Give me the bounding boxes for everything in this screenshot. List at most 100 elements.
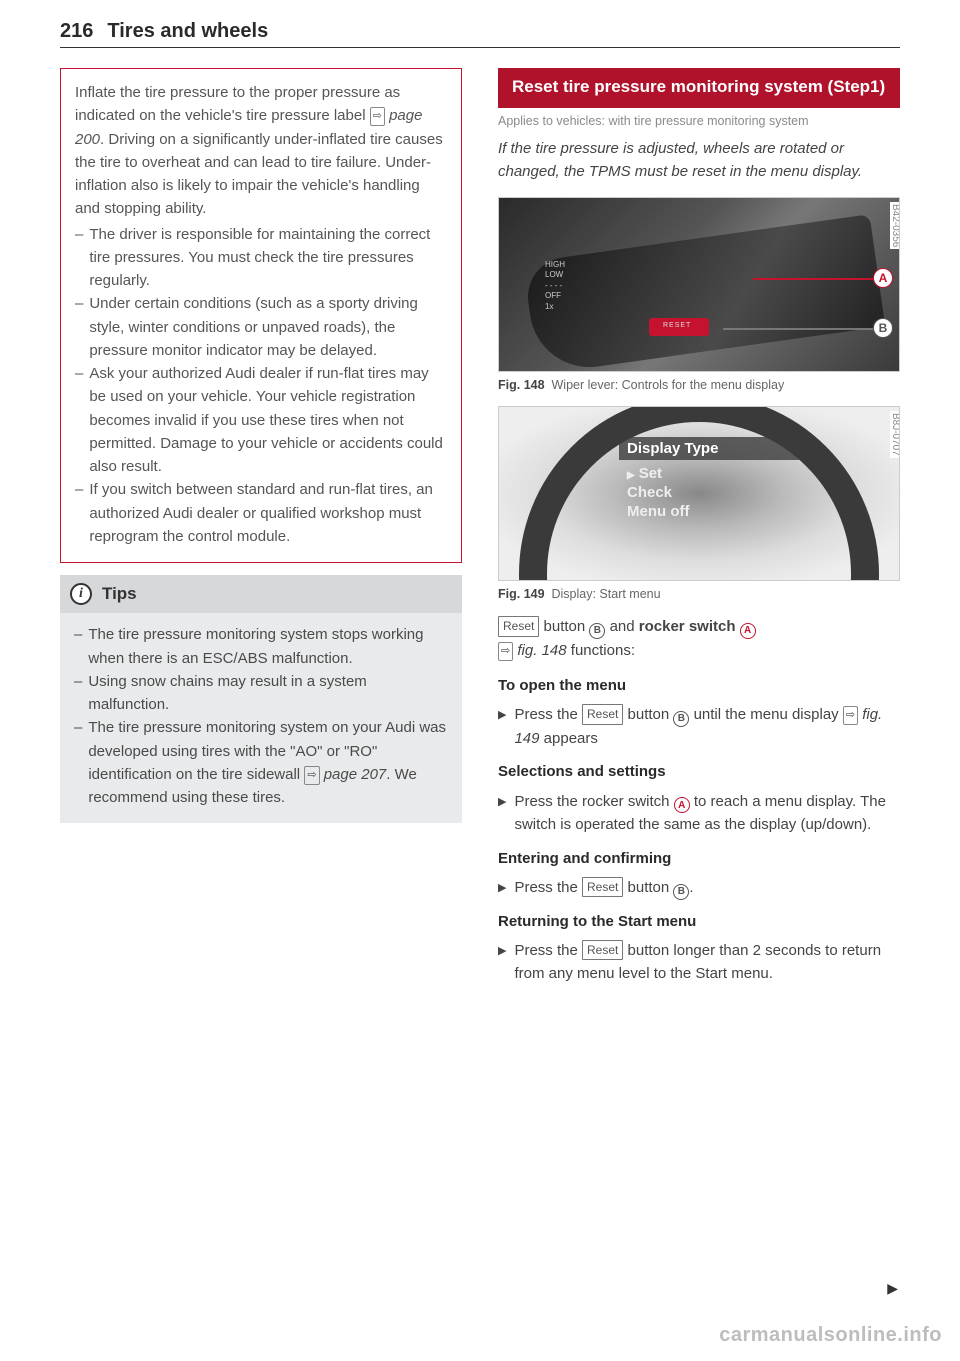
- tips-item-text: The tire pressure monitoring system on y…: [88, 716, 448, 809]
- text: and: [605, 618, 638, 635]
- callout-b: B: [873, 318, 893, 338]
- lever-label: HIGH: [545, 260, 565, 270]
- page: 216 Tires and wheels Inflate the tire pr…: [0, 0, 960, 1035]
- tips-last-ref: page 207: [324, 766, 387, 783]
- tips-box: i Tips –The tire pressure monitoring sys…: [60, 575, 462, 823]
- text: button: [623, 706, 673, 723]
- figure-label: Fig. 148: [498, 378, 545, 392]
- heading-returning: Returning to the Start menu: [498, 910, 900, 933]
- step-arrow-icon: ▶: [498, 703, 506, 750]
- right-column: Reset tire pressure monitoring system (S…: [498, 68, 900, 995]
- warning-item-text: The driver is responsible for maintainin…: [89, 223, 447, 293]
- dash-icon: –: [75, 223, 83, 293]
- columns: Inflate the tire pressure to the proper …: [60, 68, 900, 995]
- warning-item-text: Under certain conditions (such as a spor…: [89, 292, 447, 362]
- ref-icon: [498, 642, 513, 661]
- callout-line-a: [753, 278, 873, 280]
- text: appears: [540, 730, 598, 747]
- text: Press the: [514, 942, 582, 959]
- warning-item: –Ask your authorized Audi dealer if run-…: [75, 362, 447, 478]
- warning-item: –Under certain conditions (such as a spo…: [75, 292, 447, 362]
- step-arrow-icon: ▶: [498, 790, 506, 837]
- text: Press the rocker switch: [514, 793, 673, 810]
- warning-item: –The driver is responsible for maintaini…: [75, 223, 447, 293]
- rocker-label: rocker switch: [639, 618, 736, 635]
- reset-chip: Reset: [582, 877, 623, 898]
- text: .: [689, 879, 693, 896]
- step-text: Press the Reset button B.: [514, 876, 693, 900]
- dash-icon: –: [75, 292, 83, 362]
- display-menu: Display Type Set Check Menu off: [619, 437, 799, 521]
- image-code: B8J-0707: [890, 411, 900, 458]
- section-intro: If the tire pressure is adjusted, wheels…: [498, 138, 900, 183]
- callout-a-inline: A: [674, 797, 690, 813]
- callout-b-inline: B: [673, 711, 689, 727]
- dash-icon: –: [75, 478, 83, 548]
- info-icon: i: [70, 583, 92, 605]
- menu-item-off: Menu off: [619, 502, 799, 521]
- warning-item: –If you switch between standard and run-…: [75, 478, 447, 548]
- text: button: [623, 879, 673, 896]
- tips-item-text: The tire pressure monitoring system stop…: [88, 623, 448, 670]
- tips-item: – The tire pressure monitoring system on…: [74, 716, 448, 809]
- reset-button-graphic: [649, 318, 709, 336]
- tips-item: –The tire pressure monitoring system sto…: [74, 623, 448, 670]
- text: button: [539, 618, 589, 635]
- continue-arrow-icon: ▶: [887, 1280, 898, 1297]
- warning-item-text: If you switch between standard and run-f…: [89, 478, 447, 548]
- tips-item: –Using snow chains may result in a syste…: [74, 670, 448, 717]
- tips-body: –The tire pressure monitoring system sto…: [60, 613, 462, 823]
- lever-labels: HIGH LOW - - - - OFF 1x: [545, 260, 565, 312]
- wiper-lever-graphic: [523, 214, 885, 372]
- menu-item-check: Check: [619, 483, 799, 502]
- figure-caption-text: Wiper lever: Controls for the menu displ…: [552, 378, 785, 392]
- text: Press the: [514, 706, 582, 723]
- text: until the menu display: [689, 706, 842, 723]
- tips-heading-text: Tips: [102, 581, 137, 607]
- section-heading: Reset tire pressure monitoring system (S…: [498, 68, 900, 108]
- step-text: Press the Reset button longer than 2 sec…: [514, 939, 900, 986]
- dash-icon: –: [75, 362, 83, 478]
- fig-ref: fig. 148: [517, 642, 566, 659]
- step-arrow-icon: ▶: [498, 876, 506, 900]
- menu-item-set: Set: [619, 464, 799, 483]
- dash-icon: –: [74, 716, 82, 809]
- page-ref-icon: [304, 766, 319, 785]
- figure-label: Fig. 149: [498, 587, 545, 601]
- dash-icon: –: [74, 670, 82, 717]
- dash-icon: –: [74, 623, 82, 670]
- menu-header: Display Type: [619, 437, 799, 460]
- warning-intro-cont: . Driving on a significantly under-infla…: [75, 131, 443, 218]
- reset-chip: Reset: [498, 616, 539, 637]
- warning-item-text: Ask your authorized Audi dealer if run-f…: [89, 362, 447, 478]
- page-title: Tires and wheels: [107, 20, 268, 43]
- figure-caption-text: Display: Start menu: [552, 587, 661, 601]
- controls-intro: Reset button B and rocker switch A fig. …: [498, 615, 900, 662]
- figure-149-caption: Fig. 149 Display: Start menu: [498, 587, 900, 601]
- tips-item-text: Using snow chains may result in a system…: [88, 670, 448, 717]
- reset-chip: Reset: [582, 940, 623, 961]
- page-ref-icon: [370, 107, 385, 126]
- heading-open-menu: To open the menu: [498, 674, 900, 697]
- heading-entering: Entering and confirming: [498, 847, 900, 870]
- callout-b-inline: B: [673, 884, 689, 900]
- page-header: 216 Tires and wheels: [60, 20, 900, 48]
- heading-selections: Selections and settings: [498, 760, 900, 783]
- left-column: Inflate the tire pressure to the proper …: [60, 68, 462, 995]
- watermark: carmanualsonline.info: [719, 1324, 942, 1347]
- tips-heading: i Tips: [60, 575, 462, 613]
- step-text: Press the rocker switch A to reach a men…: [514, 790, 900, 837]
- figure-148-caption: Fig. 148 Wiper lever: Controls for the m…: [498, 378, 900, 392]
- callout-a-inline: A: [740, 623, 756, 639]
- step-arrow-icon: ▶: [498, 939, 506, 986]
- lever-label: OFF: [545, 291, 565, 301]
- callout-a: A: [873, 268, 893, 288]
- step: ▶ Press the rocker switch A to reach a m…: [498, 790, 900, 837]
- text: Press the: [514, 879, 582, 896]
- figure-149: Display Type Set Check Menu off B8J-0707: [498, 406, 900, 581]
- ref-icon: [843, 706, 858, 725]
- figure-148: HIGH LOW - - - - OFF 1x A B B42-0356: [498, 197, 900, 372]
- lever-label: 1x: [545, 302, 565, 312]
- page-number: 216: [60, 20, 93, 43]
- body-text: Reset button B and rocker switch A fig. …: [498, 615, 900, 985]
